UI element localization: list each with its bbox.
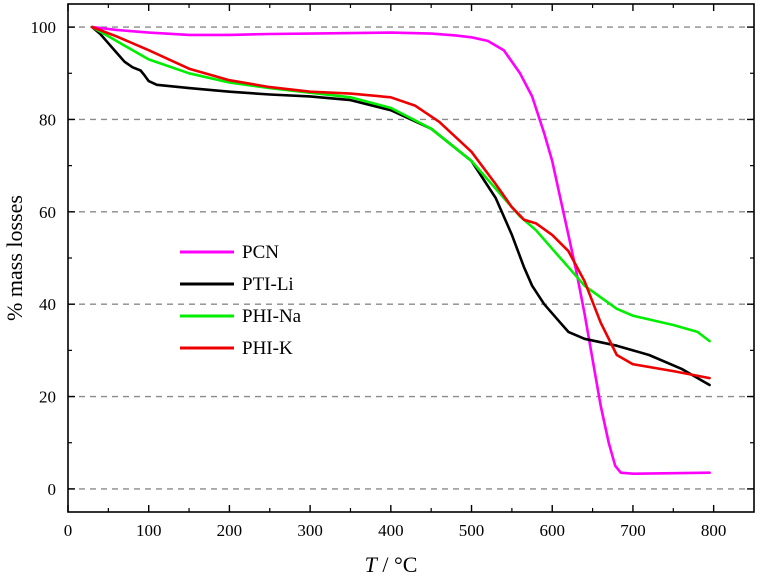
x-tick-label-500: 500 xyxy=(459,521,485,540)
x-tick-label-700: 700 xyxy=(620,521,646,540)
x-tick-label-400: 400 xyxy=(378,521,404,540)
x-tick-label-100: 100 xyxy=(136,521,162,540)
grid-lines xyxy=(68,26,754,490)
x-tick-label-300: 300 xyxy=(297,521,323,540)
x-tick-label-0: 0 xyxy=(64,521,73,540)
legend-label-pti-li: PTI-Li xyxy=(242,274,294,295)
series-line-pti-li xyxy=(90,25,711,387)
legend-label-phi-na: PHI-Na xyxy=(242,306,302,327)
data-series xyxy=(90,25,711,476)
x-tick-label-800: 800 xyxy=(701,521,727,540)
legend: PCN PTI-Li PHI-Na PHI-K xyxy=(180,242,302,359)
y-tick-label-40: 40 xyxy=(39,295,56,314)
y-tick-label-60: 60 xyxy=(39,203,56,222)
y-tick-label-0: 0 xyxy=(48,480,57,499)
y-tick-label-100: 100 xyxy=(31,18,57,37)
y-axis-title: % mass losses xyxy=(2,195,27,321)
series-line-pcn xyxy=(90,25,711,476)
series-line-phi-k xyxy=(90,25,711,380)
axis-ticks: 0 20 40 60 80 100 0 100 200 300 400 500 600 700 800 xyxy=(31,4,754,540)
series-line-phi-na xyxy=(90,25,711,343)
x-axis-title-unit: / °C xyxy=(377,552,418,577)
plot-frame xyxy=(67,3,755,513)
y-tick-label-80: 80 xyxy=(39,110,56,129)
x-axis-title-symbol: T xyxy=(365,552,379,577)
x-tick-label-200: 200 xyxy=(217,521,243,540)
y-tick-label-20: 20 xyxy=(39,388,56,407)
legend-label-pcn: PCN xyxy=(242,242,279,263)
x-axis-title: T / °C xyxy=(365,552,418,577)
legend-label-phi-k: PHI-K xyxy=(242,338,293,359)
x-tick-label-600: 600 xyxy=(539,521,565,540)
